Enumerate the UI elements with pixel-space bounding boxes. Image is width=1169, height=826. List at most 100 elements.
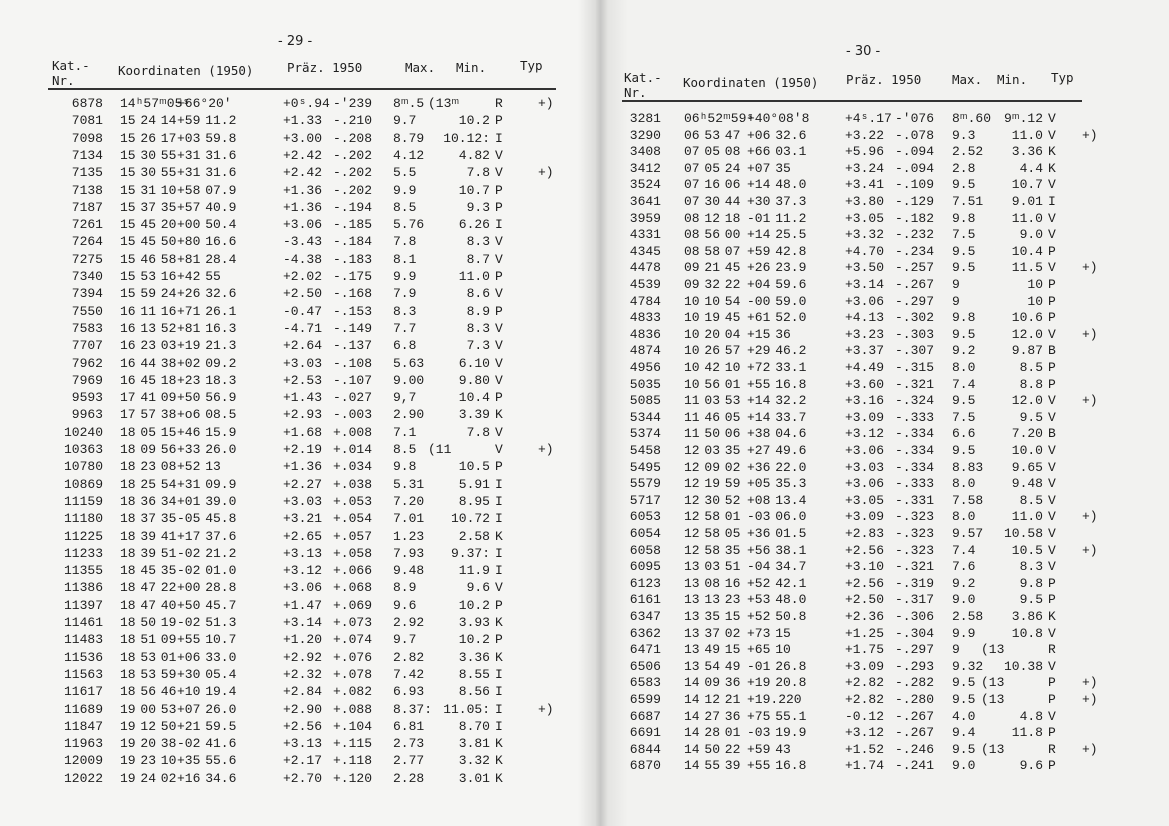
- declination: +06 33.0: [177, 649, 237, 665]
- precession-ra: +3.12: [845, 426, 885, 442]
- right-ascension: 15 53 16: [120, 269, 177, 284]
- min-magnitude: 9.3: [466, 199, 490, 215]
- min-magnitude: 9.8: [1019, 575, 1043, 591]
- max-magnitude: 9.0: [952, 758, 976, 774]
- variable-type: V: [1048, 443, 1056, 458]
- catalog-number: 10240: [63, 424, 103, 440]
- min-magnitude: 9ᵐ.12: [1003, 111, 1043, 126]
- max-magnitude: 2.73: [393, 736, 425, 752]
- max-magnitude: 1.23: [393, 528, 425, 544]
- precession-dec: -.183: [333, 251, 373, 267]
- precession-dec: -.267: [895, 725, 935, 741]
- precession-dec: -.323: [895, 526, 935, 541]
- variable-type: P: [495, 632, 503, 648]
- header-nr: Nr.: [624, 85, 647, 100]
- declination: +02 09.2: [177, 355, 237, 371]
- precession-ra: +3.32: [845, 227, 885, 243]
- right-ascension: 18 05 15: [120, 424, 177, 440]
- table-row: 11159 18 36 34 +01 39.0 +3.03 +.053 7.20 8.95 I: [0, 494, 1169, 511]
- precession-ra: +3.06: [845, 443, 885, 458]
- right-ascension: 10 56 01: [684, 376, 741, 392]
- declination: +52 42.1: [747, 575, 807, 591]
- variable-type: K: [495, 753, 503, 769]
- table-row: 6506 13 54 49 -01 26.8 +3.09 -.293 9.32 10.38 V: [0, 659, 1169, 676]
- max-magnitude: 8.79: [393, 130, 425, 146]
- precession-ra: +1.43: [283, 390, 323, 406]
- declination: +00 28.8: [177, 580, 237, 596]
- right-ascension: 18 37 35: [120, 511, 177, 527]
- max-magnitude: 9.7: [393, 632, 417, 648]
- precession-ra: -0.12: [845, 708, 885, 724]
- catalog-number: 6362: [629, 625, 661, 641]
- right-ascension: 15 31 10: [120, 182, 177, 198]
- right-ascension: 18 47 40: [120, 597, 177, 613]
- variable-type: V: [1048, 393, 1056, 409]
- table-row: 4784 10 10 54 -00 59.0 +3.06 -.297 9 10 P: [0, 294, 1169, 311]
- variable-type: V: [1048, 177, 1056, 193]
- precession-dec: -.129: [895, 194, 935, 209]
- table-row: 4331 08 56 00 +14 25.5 +3.32 -.232 7.5 9.0 V: [0, 227, 1169, 244]
- variable-type: K: [1048, 144, 1056, 160]
- declination: +52 13: [177, 459, 221, 475]
- catalog-number: 5495: [629, 459, 661, 475]
- min-magnitude: 3.36: [1011, 144, 1043, 160]
- max-magnitude: 5.63: [393, 355, 425, 371]
- right-ascension: 06 53 47: [684, 127, 741, 143]
- catalog-number: 5085: [629, 393, 661, 409]
- precession-dec: -.302: [895, 310, 935, 326]
- table-row: 4874 10 26 57 +29 46.2 +3.37 -.307 9.2 9.87 B: [0, 343, 1169, 360]
- precession-ra: +3.10: [845, 559, 885, 575]
- catalog-number: 3281: [629, 111, 661, 126]
- footnote-mark: +): [538, 165, 554, 181]
- precession-ra: +1.25: [845, 625, 885, 641]
- min-magnitude: 8.7: [466, 251, 490, 267]
- page-number: - 30 -: [846, 44, 881, 59]
- variable-type: K: [495, 528, 503, 544]
- right-ascension: 16 23 03: [120, 338, 177, 354]
- precession-ra: +2.36: [845, 609, 885, 624]
- table-row: 7340 15 53 16 +42 55 +2.02 -.175 9.9 11.0 P: [0, 269, 1169, 286]
- declination: -02 21.2: [177, 545, 237, 561]
- max-magnitude: 9.8: [952, 310, 976, 326]
- declination: +59 43: [747, 741, 791, 757]
- declination: +72 33.1: [747, 360, 807, 375]
- precession-ra: +4.13: [845, 310, 885, 326]
- page-30: [596, 0, 1169, 826]
- variable-type: I: [495, 130, 503, 146]
- min-magnitude: 9.37:: [450, 545, 490, 561]
- max-magnitude: 9.8: [393, 459, 417, 475]
- precession-ra: -3.43: [283, 234, 323, 250]
- precession-ra: +2.17: [283, 753, 323, 769]
- right-ascension: 17 57 38: [120, 407, 177, 423]
- table-row: 4478 09 21 45 +26 23.9 +3.50 -.257 9.5 11.5 V +): [0, 260, 1169, 277]
- min-magnitude: 11.05:: [443, 701, 490, 717]
- variable-type: K: [1048, 160, 1056, 176]
- precession-dec: -.202: [333, 147, 373, 163]
- declination: +33 26.0: [177, 442, 237, 457]
- declination: -02 01.0: [177, 563, 237, 579]
- declination: +46 15.9: [177, 424, 237, 440]
- right-ascension: 07 05 24: [684, 160, 741, 176]
- precession-dec: +.120: [333, 770, 373, 786]
- table-row: 9963 17 57 38 +o6 08.5 +2.93 -.003 2.90 3.39 K: [0, 407, 1169, 424]
- declination: +19 21.3: [177, 338, 237, 354]
- precession-ra: +2.92: [283, 649, 323, 665]
- precession-dec: -.241: [895, 758, 935, 774]
- min-magnitude: 10.5: [1011, 542, 1043, 558]
- min-magnitude: 9.65: [1011, 459, 1043, 475]
- precession-ra: +3.14: [283, 615, 323, 630]
- variable-type: V: [1048, 542, 1056, 558]
- right-ascension: 12 19 59: [684, 476, 741, 492]
- precession-ra: +2.82: [845, 675, 885, 691]
- max-magnitude: 9.7: [393, 113, 417, 129]
- precession-ra: +3.21: [283, 511, 323, 527]
- variable-type: R: [1048, 642, 1056, 658]
- catalog-number: 6691: [629, 725, 661, 741]
- min-magnitude: 10.0: [1011, 443, 1043, 458]
- declination: -05 45.8: [177, 511, 237, 527]
- right-ascension: 08 56 00: [684, 227, 741, 243]
- min-magnitude: 10.72: [450, 511, 490, 527]
- min-magnitude: 7.20: [1011, 426, 1043, 442]
- catalog-number: 5579: [629, 476, 661, 492]
- variable-type: I: [495, 718, 503, 734]
